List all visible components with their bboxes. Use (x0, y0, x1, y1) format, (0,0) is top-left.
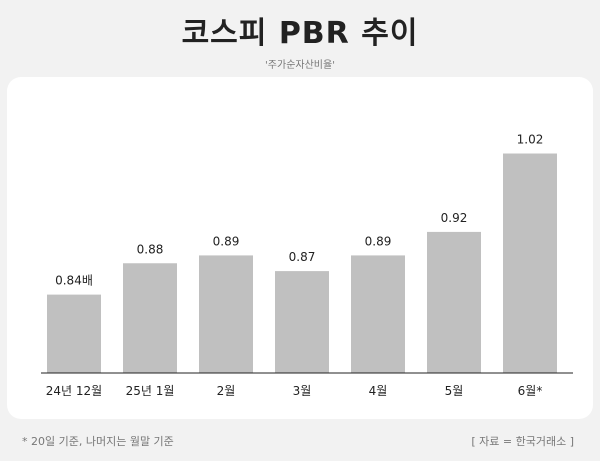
bar-4 (351, 255, 405, 373)
category-label-1: 25년 1월 (126, 384, 175, 398)
bar-6 (503, 153, 557, 373)
data-label-3: 0.87 (289, 250, 316, 264)
data-label-1: 0.88 (137, 242, 164, 256)
data-label-2: 0.89 (213, 234, 240, 248)
bar-2 (199, 255, 253, 373)
bar-0 (47, 294, 101, 373)
data-label-5: 0.92 (441, 211, 468, 225)
category-label-6: 6월* (518, 384, 543, 398)
bar-3 (275, 271, 329, 373)
chart-title: 코스피 PBR 추이 (181, 16, 419, 51)
category-label-5: 5월 (445, 384, 464, 398)
category-label-4: 4월 (369, 384, 388, 398)
category-label-2: 2월 (217, 384, 236, 398)
footnote: * 20일 기준, 나머지는 월말 기준 (22, 435, 174, 448)
bar-1 (123, 263, 177, 373)
data-label-6: 1.02 (517, 133, 544, 147)
data-label-0: 0.84배 (55, 274, 93, 288)
bar-chart: 0.84배 24년 12월 0.88 25년 1월 0.89 2월 0.87 3월 0.89 4월… (41, 133, 573, 398)
source-note: [ 자료 = 한국거래소 ] (471, 435, 574, 448)
chart-subtitle: '주가순자산비율' (265, 60, 335, 71)
chart-panel: 0.84배 24년 12월 0.88 25년 1월 0.89 2월 0.87 3월 0.89 4월… (7, 77, 593, 419)
data-label-4: 0.89 (365, 234, 392, 248)
bar-5 (427, 231, 481, 373)
category-label-0: 24년 12월 (46, 384, 102, 398)
category-label-3: 3월 (293, 384, 312, 398)
